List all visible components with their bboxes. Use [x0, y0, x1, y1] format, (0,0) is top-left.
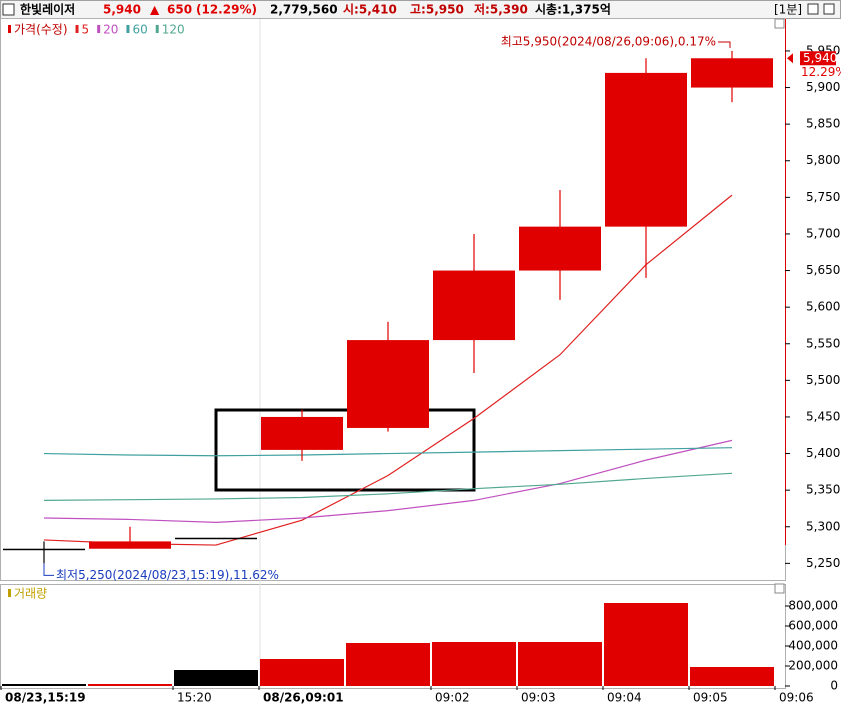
market-cap: 시총:1,375억 [535, 2, 611, 17]
low-pointer [43, 563, 54, 576]
panel-button[interactable] [774, 18, 785, 29]
ma-line [43, 439, 733, 523]
y-tick-label: 5,350 [806, 483, 840, 497]
volume-panel [0, 584, 786, 689]
legend-label: 가격(수정) [14, 23, 68, 37]
volume-bar [604, 603, 688, 686]
legend-swatch [8, 25, 11, 33]
volume-bar [432, 642, 516, 686]
y-tick-label: 400,000 [788, 639, 838, 653]
legend-label: 5 [82, 23, 90, 37]
y-tick-label: 5,700 [806, 226, 840, 240]
legend-swatch [8, 589, 11, 597]
change: 650 [167, 3, 192, 17]
legend-swatch [126, 25, 130, 33]
y-tick-label: 5,800 [806, 153, 840, 167]
y-tick-label: 600,000 [788, 619, 838, 633]
current-change: 12.29% [801, 65, 841, 79]
stock-name: 한빛레이저 [20, 2, 75, 17]
legend-label: 20 [103, 23, 118, 37]
high-pointer [718, 41, 731, 48]
x-tick-label: 09:02 [435, 691, 470, 705]
x-tick-label: 15:20 [177, 691, 212, 705]
y-tick-label: 5,850 [806, 117, 840, 131]
y-tick-label: 800,000 [788, 599, 838, 613]
high-note: 최고5,950(2024/08/26,09:06),0.17% [501, 34, 716, 48]
candle-body [175, 537, 257, 540]
x-tick-label: 09:03 [521, 691, 556, 705]
window-button[interactable] [807, 3, 819, 15]
candle-body [261, 416, 343, 450]
y-tick-label: 5,450 [806, 409, 840, 423]
period[interactable]: [1분] [774, 3, 802, 17]
candle-body [347, 340, 429, 428]
checkbox[interactable] [2, 3, 15, 16]
x-tick-label: 09:04 [607, 691, 642, 705]
current-label: 5,940 [803, 51, 837, 65]
panel-button[interactable] [774, 583, 785, 594]
x-tick-label: 08/26,09:01 [263, 691, 344, 705]
y-tick-label: 5,750 [806, 190, 840, 204]
legend-swatch [75, 25, 79, 33]
legend-swatch [97, 25, 101, 33]
volume: 2,779,560 [270, 3, 338, 17]
high: 고:5,950 [410, 3, 464, 17]
y-tick-label: 5,500 [806, 373, 840, 387]
legend-label: 거래량 [14, 587, 47, 601]
y-tick-label: 5,600 [806, 300, 840, 314]
volume-bar [260, 659, 344, 686]
y-tick-label: 200,000 [788, 659, 838, 673]
volume-bar [2, 684, 86, 686]
highlight-box [214, 408, 476, 492]
legend-swatch [155, 25, 159, 33]
current-box [800, 51, 836, 66]
legend-label: 120 [162, 23, 185, 37]
ma-line [43, 447, 733, 457]
window-button[interactable] [823, 3, 835, 15]
current-arrow [787, 53, 793, 64]
low-note: 최저5,250(2024/08/23,15:19),11.62% [56, 568, 279, 582]
arrow: ▲ [150, 3, 160, 17]
y-tick-label: 5,900 [806, 80, 840, 94]
x-tick-label: 08/23,15:19 [5, 691, 86, 705]
price: 5,940 [103, 3, 141, 17]
low: 저:5,390 [474, 2, 528, 17]
volume-bar [174, 670, 258, 686]
x-tick-label: 09:06 [779, 691, 814, 705]
candle-body [89, 541, 171, 549]
y-tick-label: 5,250 [806, 556, 840, 570]
candle-body [433, 270, 515, 341]
y-tick-label: 5,650 [806, 263, 840, 277]
candle-body [605, 72, 687, 227]
change-pct: (12.29%) [196, 3, 257, 17]
y-tick-label: 5,550 [806, 336, 840, 350]
volume-bar [690, 667, 774, 686]
x-tick-label: 09:05 [693, 691, 728, 705]
volume-bar [346, 643, 430, 686]
candle-body [519, 226, 601, 271]
y-tick-label: 0 [830, 679, 838, 693]
candle-body [3, 548, 85, 551]
y-tick-label: 5,400 [806, 446, 840, 460]
volume-bar [518, 642, 602, 686]
open: 시:5,410 [343, 3, 397, 17]
candle-body [691, 58, 773, 88]
legend-label: 60 [132, 23, 147, 37]
y-tick-label: 5,300 [806, 519, 840, 533]
volume-bar [88, 684, 172, 686]
ma-line [43, 472, 733, 502]
